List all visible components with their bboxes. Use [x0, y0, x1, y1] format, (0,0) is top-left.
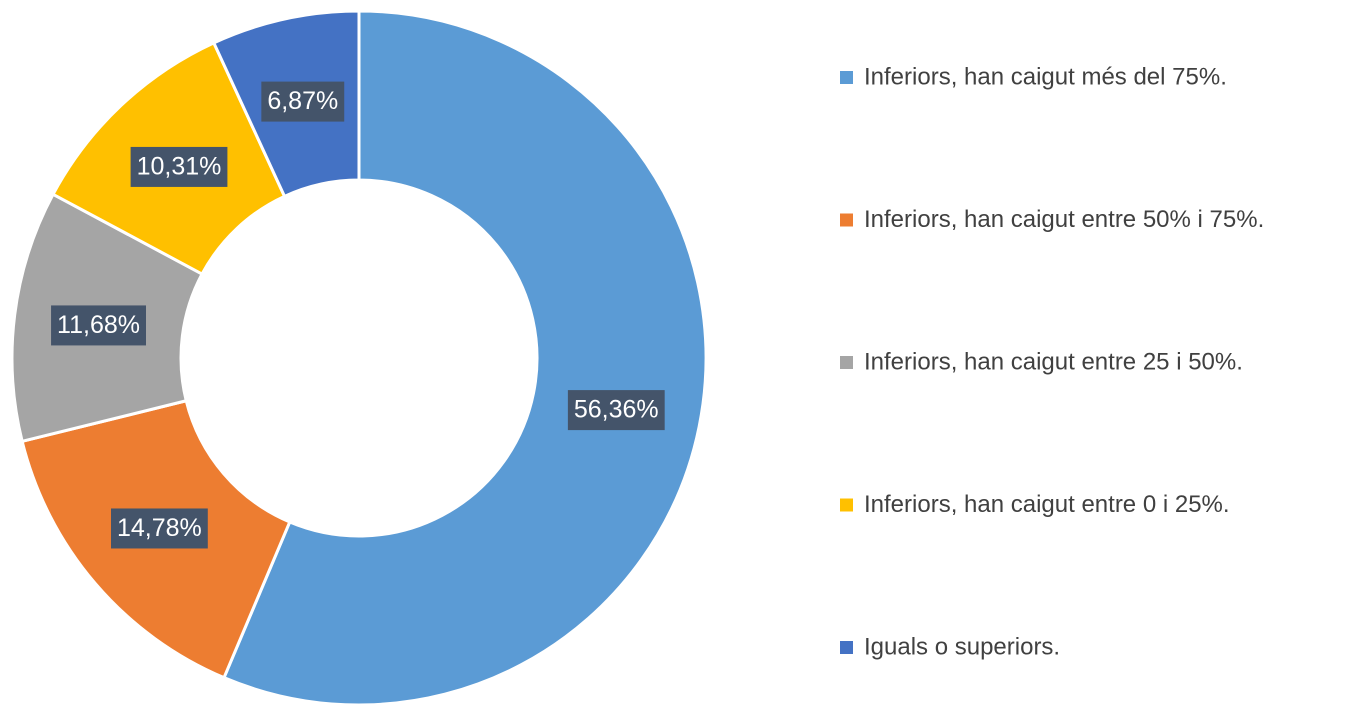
legend-label: Iguals o superiors.: [864, 633, 1060, 660]
data-label: 10,31%: [137, 153, 222, 181]
data-label-box: [130, 146, 228, 187]
legend-marker: [840, 71, 853, 84]
legend-marker: [840, 213, 853, 227]
legend-label: Inferiors, han caigut més del 75%.: [864, 63, 1227, 90]
legend-label: Inferiors, han caigut entre 25 i 50%.: [864, 348, 1243, 375]
data-label-box: [567, 390, 665, 431]
data-label-box: [110, 508, 208, 549]
legend-marker: [840, 498, 853, 512]
legend-label: Inferiors, han caigut entre 0 i 25%.: [864, 491, 1230, 518]
data-label-group: 10,31%: [130, 146, 228, 187]
data-label-box: [51, 305, 146, 346]
data-label-group: 11,68%: [51, 305, 146, 346]
legend-marker: [840, 641, 853, 654]
data-label-group: 14,78%: [110, 508, 208, 549]
data-label-box: [261, 81, 345, 122]
data-label: 14,78%: [117, 514, 202, 542]
data-label: 56,36%: [574, 396, 659, 424]
legend-marker: [840, 356, 853, 369]
legend-label: Inferiors, han caigut entre 50% i 75%.: [864, 206, 1264, 233]
data-label: 6,87%: [267, 87, 338, 115]
data-label-group: 6,87%: [261, 81, 345, 122]
data-label: 11,68%: [57, 311, 140, 339]
data-label-group: 56,36%: [567, 390, 665, 431]
